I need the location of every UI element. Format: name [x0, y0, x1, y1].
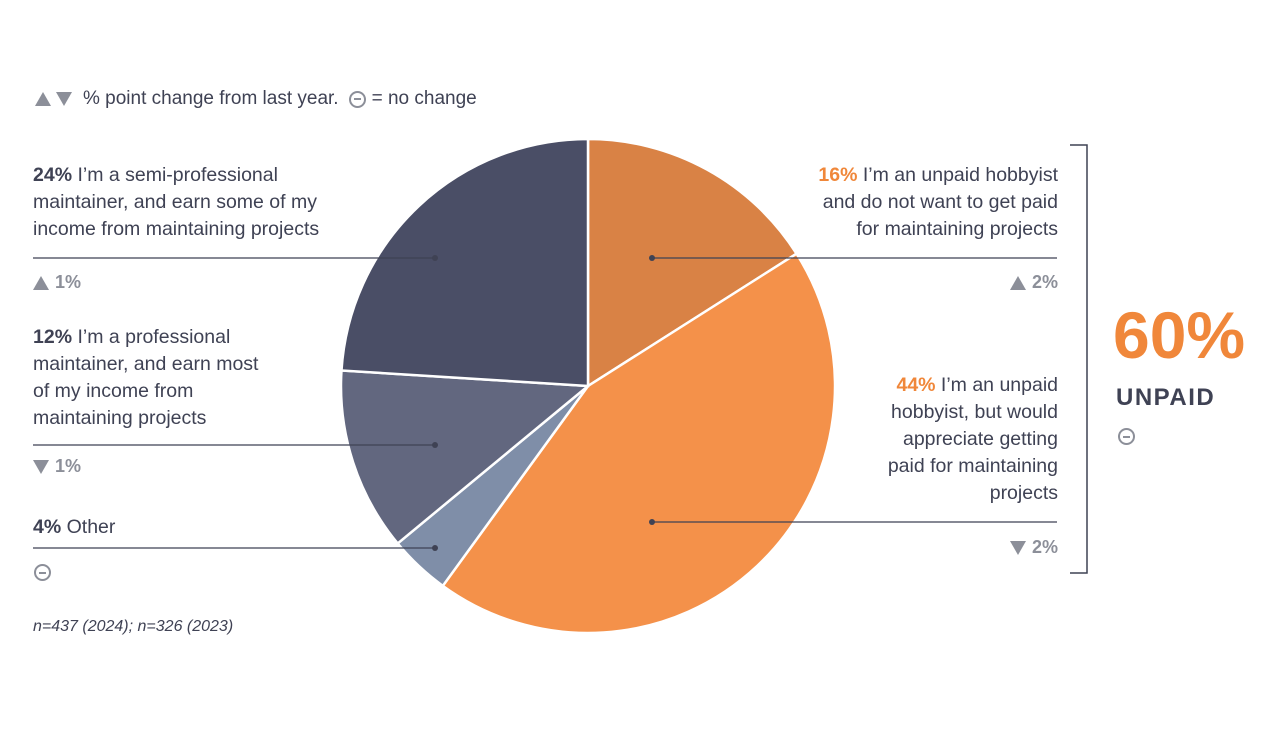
change-value: 2%: [1031, 537, 1058, 557]
label-line: maintaining projects: [33, 407, 207, 429]
label-hobby-want-pay: 44% I’m an unpaid hobbyist, but would ap…: [888, 372, 1058, 507]
slice-pro: [339, 369, 592, 546]
no-change-icon: [348, 90, 366, 108]
label-line: I’m a semi-professional: [77, 164, 278, 186]
label-line: maintainer, and earn most: [33, 353, 259, 375]
label-line: appreciate getting: [902, 428, 1058, 450]
legend-note-text: % point change from last year.: [83, 88, 339, 109]
triangle-down-icon: [1009, 540, 1026, 555]
label-line: I’m an unpaid hobbyist: [862, 164, 1058, 186]
sample-size-note: n=437 (2024); n=326 (2023): [33, 618, 234, 635]
triangle-up-icon: [35, 92, 51, 106]
pct-semi-pro: 24%: [33, 164, 73, 186]
label-line: I’m an unpaid: [940, 374, 1058, 396]
label-line: paid for maintaining: [887, 455, 1058, 477]
label-line: for maintaining projects: [856, 218, 1058, 240]
no-change-icon: [34, 564, 51, 581]
unpaid-total-value: 60%: [1113, 298, 1246, 372]
leader-hobby-no-pay-dot: [649, 255, 655, 261]
triangle-up-icon: [33, 275, 49, 290]
unpaid-bracket: [1070, 144, 1088, 574]
change-hobby-want-pay: 2%: [1009, 537, 1058, 558]
label-line: Other: [66, 516, 116, 538]
change-pro: 1%: [33, 456, 81, 477]
pct-other: 4%: [33, 516, 62, 538]
pct-hobby-no-pay: 16%: [818, 164, 858, 186]
change-value: 2%: [1031, 272, 1058, 292]
leader-hobby-want-pay-dot: [649, 519, 655, 525]
leader-semi-pro-dot: [432, 255, 438, 261]
change-other: [34, 564, 51, 586]
label-semi-pro: 24% I’m a semi-professional maintainer, …: [33, 162, 319, 243]
change-hobby-no-pay: 2%: [1009, 272, 1058, 293]
label-hobby-no-pay: 16% I’m an unpaid hobbyist and do not wa…: [818, 162, 1058, 243]
pct-hobby-want-pay: 44%: [896, 374, 936, 396]
label-line: maintainer, and earn some of my: [33, 191, 317, 213]
label-line: I’m a professional: [77, 326, 231, 348]
change-value: 1%: [55, 272, 82, 292]
label-pro: 12% I’m a professional maintainer, and e…: [33, 324, 258, 432]
triangle-down-icon: [33, 459, 49, 474]
slice-hobby-no-pay: [586, 137, 799, 389]
no-change-icon: [1118, 428, 1135, 445]
change-legend-note: % point change from last year. = no chan…: [35, 88, 477, 110]
leader-other-dot: [432, 545, 438, 551]
label-line: of my income from: [33, 380, 194, 402]
unpaid-change: [1118, 428, 1135, 450]
label-line: hobbyist, but would: [891, 401, 1058, 423]
triangle-down-icon: [56, 92, 72, 106]
label-other: 4% Other: [33, 514, 115, 541]
change-semi-pro: 1%: [33, 272, 81, 293]
triangle-up-icon: [1009, 275, 1026, 290]
pct-pro: 12%: [33, 326, 73, 348]
label-line: and do not want to get paid: [822, 191, 1058, 213]
slice-semi-pro: [340, 137, 590, 388]
leader-pro-dot: [432, 442, 438, 448]
change-value: 1%: [55, 456, 82, 476]
label-line: income from maintaining projects: [33, 218, 320, 240]
label-line: projects: [989, 482, 1058, 504]
legend-no-change-text: = no change: [371, 88, 477, 109]
unpaid-total-label: UNPAID: [1116, 384, 1216, 411]
slice-hobby-want-pay: [441, 251, 837, 635]
